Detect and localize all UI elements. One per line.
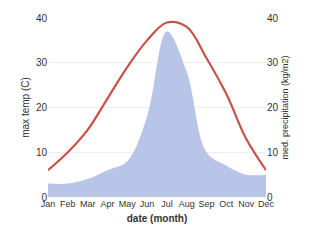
svg-text:Nov: Nov	[238, 199, 255, 209]
svg-text:Oct: Oct	[219, 199, 234, 209]
svg-text:40: 40	[267, 13, 279, 24]
svg-text:Jul: Jul	[161, 199, 173, 209]
svg-text:40: 40	[36, 13, 48, 24]
svg-text:Apr: Apr	[100, 199, 114, 209]
svg-text:Aug: Aug	[179, 199, 195, 209]
svg-text:med. precipitation (kg/m2): med. precipitation (kg/m2)	[280, 55, 290, 159]
svg-text:0: 0	[267, 192, 273, 203]
svg-text:Mar: Mar	[80, 199, 96, 209]
svg-text:Jan: Jan	[41, 199, 56, 209]
svg-text:30: 30	[267, 57, 279, 68]
svg-text:10: 10	[267, 147, 279, 158]
svg-text:Dec: Dec	[258, 199, 275, 209]
svg-text:30: 30	[36, 57, 48, 68]
svg-text:date (month): date (month)	[127, 213, 188, 224]
svg-text:Jun: Jun	[140, 199, 155, 209]
svg-text:Sep: Sep	[199, 199, 215, 209]
svg-text:0: 0	[41, 192, 47, 203]
svg-text:Feb: Feb	[60, 199, 76, 209]
svg-text:May: May	[119, 199, 137, 209]
svg-text:20: 20	[267, 102, 279, 113]
svg-text:10: 10	[36, 147, 48, 158]
svg-text:max temp (C): max temp (C)	[20, 77, 31, 138]
svg-text:20: 20	[36, 102, 48, 113]
